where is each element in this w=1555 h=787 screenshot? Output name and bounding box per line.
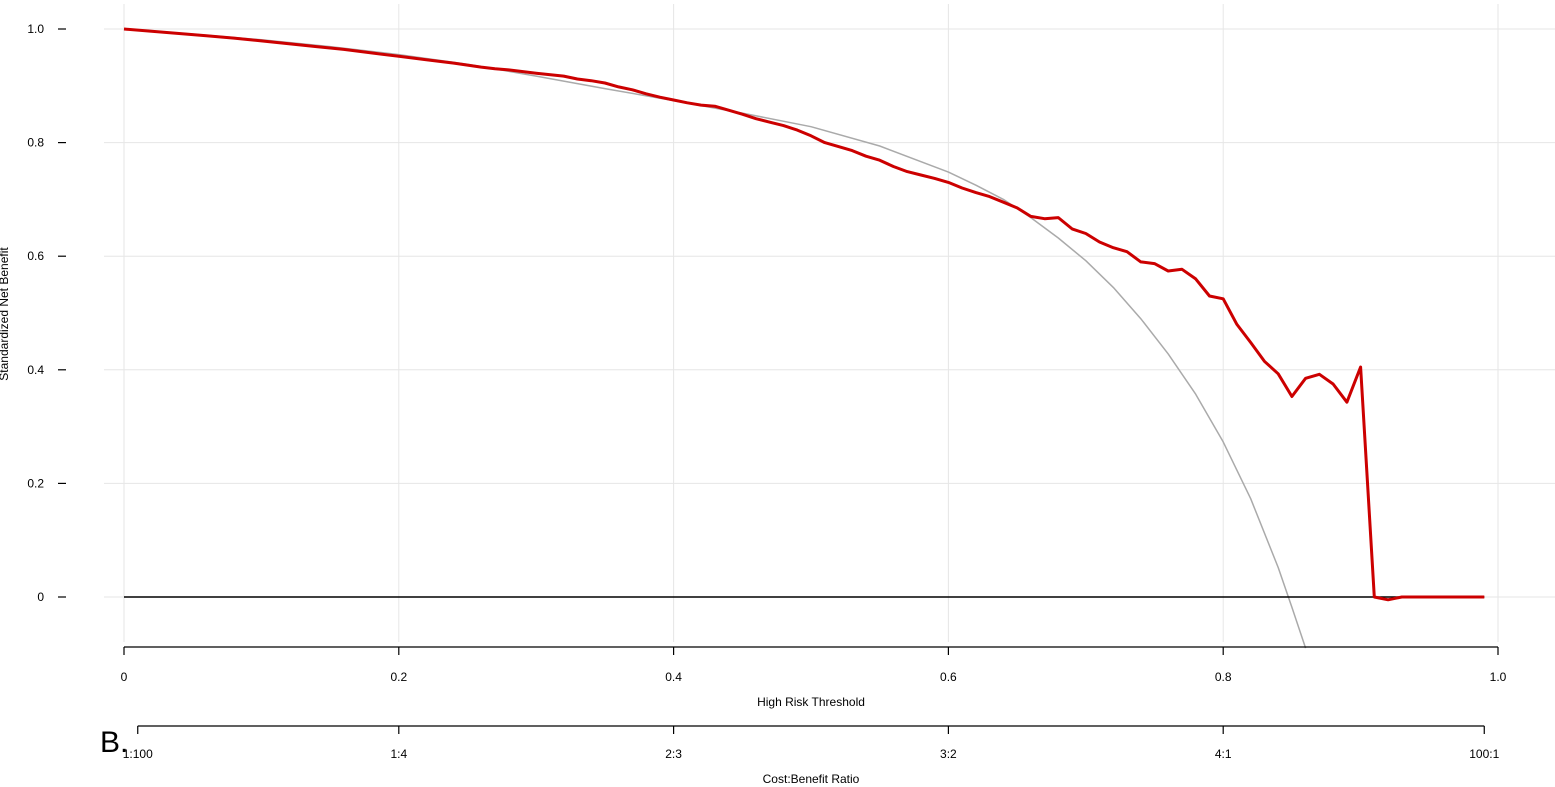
- y-axis-title: Standardized Net Benefit: [0, 247, 11, 381]
- x-axis: 0 0.2 0.4 0.6 0.8 1.0: [121, 646, 1507, 684]
- x-tick-label: 0.4: [665, 670, 682, 684]
- series-line-0: [123, 27, 1485, 602]
- cost-benefit-tick-label: 4:1: [1215, 747, 1232, 761]
- y-tick-label: 0.4: [27, 363, 44, 377]
- y-axis: 0 0.2 0.4 0.6 0.8 1.0: [27, 22, 66, 604]
- x-tick-label: 1.0: [1490, 670, 1507, 684]
- cost-benefit-tick-label: 100:1: [1469, 747, 1499, 761]
- x-tick-label: 0.8: [1215, 670, 1232, 684]
- cost-benefit-tick-label: 3:2: [940, 747, 957, 761]
- x-tick-label: 0.2: [390, 670, 407, 684]
- panel-label: B.: [100, 726, 128, 759]
- cost-benefit-tick-label: 1:4: [390, 747, 407, 761]
- cost-benefit-axis-title: Cost:Benefit Ratio: [763, 772, 860, 786]
- cost-benefit-axis: 1:100 1:4 2:3 3:2 4:1 100:1: [123, 725, 1500, 761]
- cost-benefit-tick-label: 2:3: [665, 747, 682, 761]
- x-axis-title: High Risk Threshold: [757, 695, 865, 709]
- cost-benefit-tick-label: 1:100: [123, 747, 153, 761]
- x-tick-label: 0: [121, 670, 128, 684]
- series-layer: [123, 27, 1485, 649]
- series-line-1: [123, 28, 1307, 649]
- x-tick-label: 0.6: [940, 670, 957, 684]
- y-tick-label: 0: [37, 590, 44, 604]
- y-tick-label: 0.2: [27, 476, 44, 490]
- y-tick-label: 0.8: [27, 136, 44, 150]
- y-tick-label: 0.6: [27, 249, 44, 263]
- y-tick-label: 1.0: [27, 22, 44, 36]
- grid: [104, 4, 1555, 642]
